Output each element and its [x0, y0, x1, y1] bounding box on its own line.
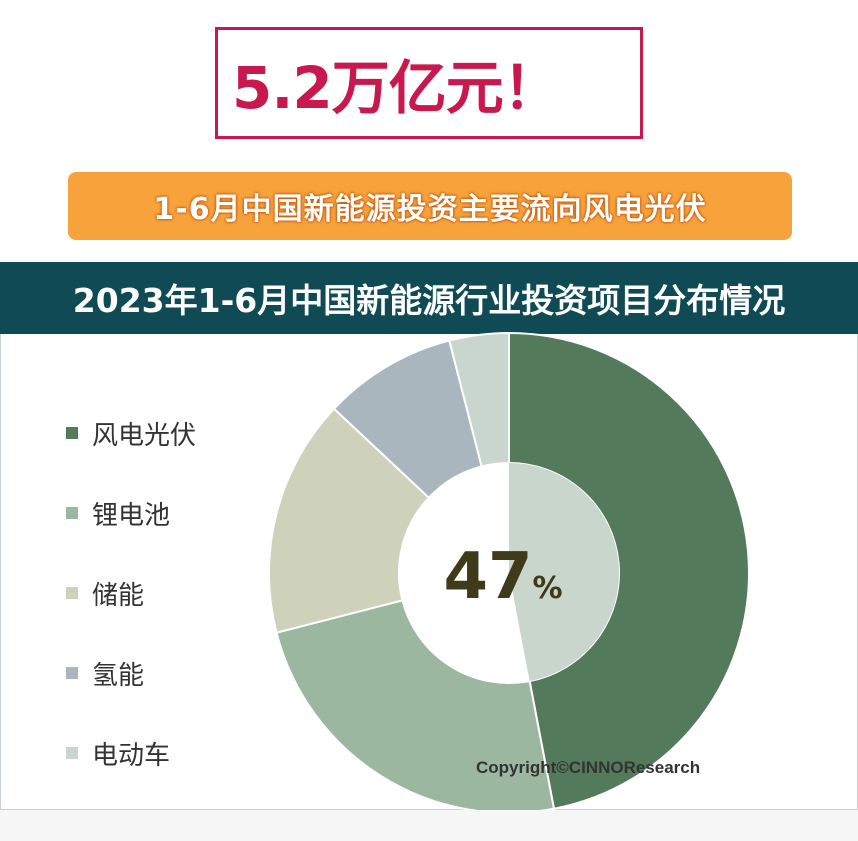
- legend-item: 储能: [66, 553, 266, 633]
- headline: 5.2万亿元！: [232, 54, 561, 122]
- headline-box: 5.2万亿元！: [215, 27, 643, 139]
- legend-label: 风电光伏: [92, 420, 197, 451]
- legend-item: 风电光伏: [66, 393, 266, 473]
- center-value-number: 47: [443, 540, 532, 614]
- legend-swatch: [66, 427, 78, 439]
- subheadline-banner: 1-6月中国新能源投资主要流向风电光伏: [68, 172, 792, 240]
- legend-swatch: [66, 587, 78, 599]
- donut-inner-highlight: [509, 463, 619, 682]
- legend-label: 电动车: [92, 740, 171, 771]
- legend-swatch: [66, 507, 78, 519]
- center-value-unit: %: [533, 571, 563, 606]
- chart-legend: 风电光伏 锂电池 储能 氢能 电动车: [66, 393, 266, 793]
- legend-swatch: [66, 747, 78, 759]
- chart-title-bar: 2023年1-6月中国新能源行业投资项目分布情况: [0, 262, 858, 334]
- legend-label: 锂电池: [92, 500, 171, 531]
- chart-title: 2023年1-6月中国新能源行业投资项目分布情况: [72, 281, 786, 320]
- legend-item: 电动车: [66, 713, 266, 793]
- center-value-label: 47%: [443, 540, 562, 614]
- legend-label: 储能: [92, 580, 145, 611]
- donut-slice: [275, 599, 556, 814]
- legend-swatch: [66, 667, 78, 679]
- subheadline: 1-6月中国新能源投资主要流向风电光伏: [153, 192, 707, 227]
- bottom-bar: [0, 810, 858, 841]
- legend-item: 氢能: [66, 633, 266, 713]
- copyright-text: Copyright©CINNOResearch: [476, 758, 701, 777]
- legend-label: 氢能: [92, 660, 145, 691]
- legend-item: 锂电池: [66, 473, 266, 553]
